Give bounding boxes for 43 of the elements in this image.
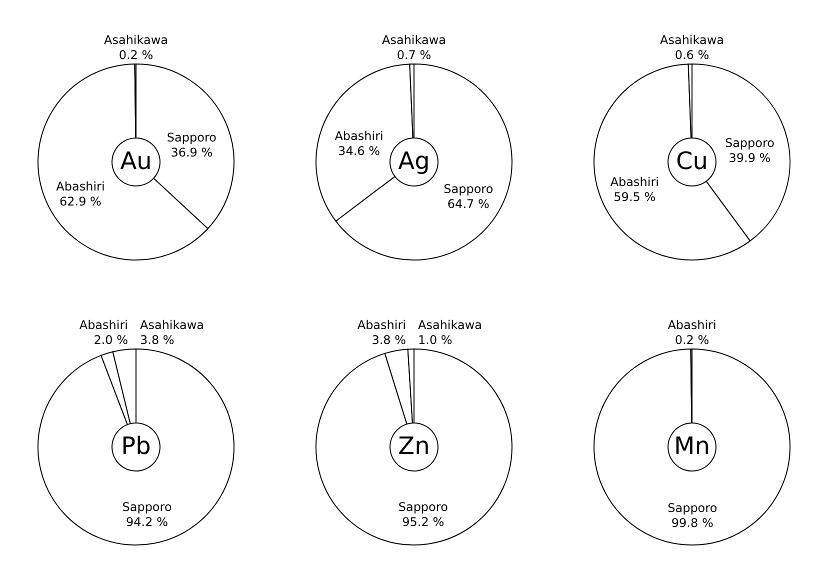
data-label: 64.7 % xyxy=(447,197,490,212)
data-label: 95.2 % xyxy=(402,515,444,530)
data-label: 2.0 % xyxy=(94,333,128,347)
slice-label: Asahikawa xyxy=(140,318,204,332)
text: Cu xyxy=(676,147,708,175)
slice-label: Sapporo xyxy=(122,500,172,514)
data-label: 3.8 % xyxy=(140,333,174,347)
data-label: 62.9 % xyxy=(60,194,102,209)
donut-slice xyxy=(316,348,512,546)
text: Mn xyxy=(674,432,710,460)
data-label: 59.5 % xyxy=(614,190,656,204)
slice-label: Abashiri xyxy=(334,129,384,144)
slice-label: Abashiri xyxy=(668,318,716,332)
data-label: 0.7 % xyxy=(396,48,432,62)
data-label: 34.6 % xyxy=(338,144,380,158)
text: Au xyxy=(120,147,152,175)
slice-label: Asahikawa xyxy=(382,33,446,47)
slice-label: Sapporo xyxy=(444,182,494,196)
donut-slice xyxy=(38,348,234,546)
slice-label: Asahikawa xyxy=(104,33,168,47)
text: Ag xyxy=(398,147,430,175)
data-label: 0.2 % xyxy=(118,48,154,62)
data-label: 0.2 % xyxy=(674,333,710,347)
slice-label: Sapporo xyxy=(398,500,448,514)
data-label: 39.9 % xyxy=(728,151,771,166)
data-label: 99.8 % xyxy=(671,516,714,530)
donut-slice xyxy=(594,348,790,546)
slice-label: Sapporo xyxy=(166,130,216,145)
data-label: 0.6 % xyxy=(674,48,710,62)
slice-label: Sapporo xyxy=(724,136,775,150)
text: Pb xyxy=(121,432,151,460)
data-label: 36.9 % xyxy=(170,146,213,160)
slice-label: Abashiri xyxy=(357,318,406,332)
text: Zn xyxy=(398,432,430,460)
data-label: 94.2 % xyxy=(126,514,168,529)
slice-label: Abashiri xyxy=(79,318,128,332)
data-label: 1.0 % xyxy=(418,333,452,347)
slice-label: Asahikawa xyxy=(660,33,724,47)
slice-label: Abashiri xyxy=(56,180,105,194)
slice-label: Sapporo xyxy=(668,500,718,515)
slice-label: Abashiri xyxy=(610,175,659,190)
data-label: 3.8 % xyxy=(372,333,406,347)
slice-label: Asahikawa xyxy=(418,318,482,332)
